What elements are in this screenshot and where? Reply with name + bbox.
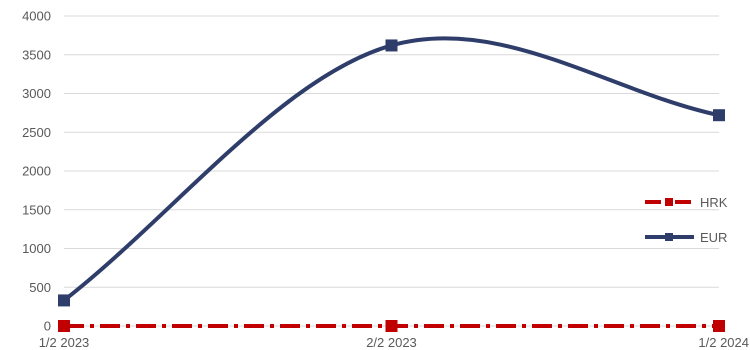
series-line-eur (62, 36, 720, 303)
y-axis-tick-labels: 0 500 1000 1500 2000 2500 3000 3500 4000 (22, 9, 51, 334)
x-axis-tick-labels: 1/2 2023 2/2 2023 1/2 2024 (39, 335, 749, 350)
x-tick-label: 1/2 2023 (39, 335, 90, 350)
gridlines (64, 15, 719, 327)
data-point-hrk (713, 320, 725, 332)
y-tick-label: 3500 (22, 47, 51, 62)
y-tick-label: 2000 (22, 164, 51, 179)
data-point-eur (58, 294, 70, 307)
series-layer (58, 36, 725, 332)
legend: HRK EUR (645, 195, 728, 245)
data-point-eur (713, 109, 725, 122)
y-tick-label: 1500 (22, 202, 51, 217)
y-tick-label: 4000 (22, 9, 51, 24)
legend-marker-eur (665, 233, 673, 241)
data-point-eur (385, 39, 398, 52)
y-tick-label: 0 (44, 319, 51, 334)
y-tick-label: 500 (29, 280, 51, 295)
y-tick-label: 3000 (22, 86, 51, 101)
x-tick-label: 1/2 2024 (698, 335, 749, 350)
legend-label-hrk: HRK (700, 195, 728, 210)
x-tick-label: 2/2 2023 (366, 335, 417, 350)
data-point-hrk (58, 320, 70, 332)
data-point-hrk (385, 320, 398, 332)
legend-marker-hrk (665, 198, 673, 206)
legend-label-eur: EUR (700, 230, 727, 245)
y-tick-label: 1000 (22, 241, 51, 256)
y-tick-label: 2500 (22, 125, 51, 140)
